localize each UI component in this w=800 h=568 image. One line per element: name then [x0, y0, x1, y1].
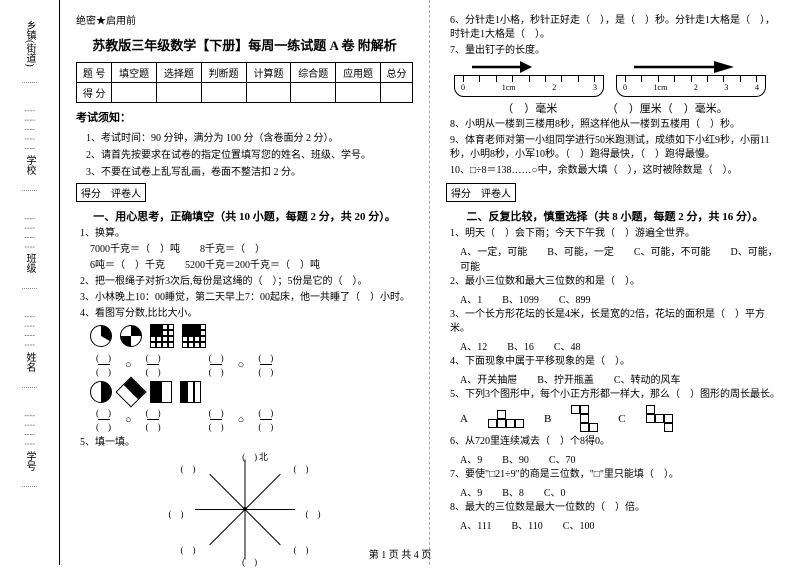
p2q7: 7、要使"□21÷9"的商是三位数，"□"里只能填（ ）。	[450, 468, 784, 482]
q6: 6、分针走1小格，秒针正好走（ ），是（ ）秒。分针走1大格是（ ），时针走1大…	[450, 14, 784, 42]
p2q3: 3、一个长方形花坛的长是4米，长是宽的2倍，花坛的面积是（ ）平方米。	[450, 308, 784, 336]
grid-icon	[182, 324, 206, 348]
marker-box: 得分 评卷人	[446, 183, 516, 202]
ruler-figures: 01cm23 01cm234	[454, 61, 784, 97]
p2q6: 6、从720里连续减去（ ）个8得0。	[450, 435, 784, 449]
secret-tag: 绝密★启用前	[76, 12, 413, 27]
q8: 8、小明从一楼到三楼用8秒，照这样他从一楼到五楼用（ ）秒。	[450, 118, 784, 132]
ruler-icon: 01cm23	[454, 75, 604, 97]
p2q8: 8、最大的三位数是最大一位数的（ ）倍。	[450, 501, 784, 515]
compass-figure: ( ) 北 ( ) ( ) ( ) ( ) ( ) ( ) ( )	[185, 454, 305, 564]
tetromino-icon	[571, 405, 598, 432]
seal-line: ┊┊┊┊	[25, 216, 35, 254]
p2q4: 4、下面现象中属于平移现象的是（ ）。	[450, 355, 784, 369]
notice-list: 1、考试时间：90 分钟，满分为 100 分（含卷面分 2 分）。 2、请首先按…	[76, 129, 413, 178]
q5: 5、填一填。	[80, 436, 413, 450]
part2-title: 二、反复比较，慎重选择（共 8 小题，每题 2 分，共 16 分）。	[446, 208, 784, 224]
tetromino-icon	[646, 405, 673, 432]
shape-options: A B C	[460, 405, 784, 432]
diamond-icon	[115, 376, 146, 407]
q1: 1、换算。	[80, 227, 413, 241]
p2q2: 2、最小三位数和最大三位数的和是（ ）。	[450, 275, 784, 289]
q4: 4、看图写分数,比比大小。	[80, 307, 413, 321]
field-id: 学号	[22, 451, 37, 487]
field-class: 班级	[22, 253, 37, 289]
pie-icon	[90, 381, 112, 403]
grid-icon	[150, 324, 174, 348]
score-table: 题 号填空题 选择题判断题 计算题综合题 应用题总分 得 分	[76, 62, 413, 103]
q7: 7、量出钉子的长度。	[450, 44, 784, 58]
fraction-figures	[90, 324, 413, 348]
ruler-icon: 01cm234	[616, 75, 766, 97]
p2q1: 1、明天（ ）会下雨；今天下午我（ ）游遍全世界。	[450, 227, 784, 241]
tetromino-icon	[488, 410, 524, 428]
notice-heading: 考试须知：	[76, 109, 413, 125]
page-footer: 第 1 页 共 4 页	[369, 546, 432, 561]
exam-title: 苏教版三年级数学【下册】每周一练试题 A 卷 附解析	[76, 35, 413, 54]
field-township: 乡镇(街道)	[22, 20, 37, 83]
pie-icon	[90, 325, 112, 347]
seal-line: ┊┊┊┊	[25, 413, 35, 451]
nail-icon	[472, 61, 532, 73]
q10: 10、□÷8＝138……○中，余数最大填（ ），这时被除数是（ ）。	[450, 164, 784, 178]
q9: 9、体育老师对第一小组同学进行50米跑测试，成绩如下小红9秒，小丽11秒，小明8…	[450, 134, 784, 162]
q2: 2、把一根绳子对折3次后,每份是这绳的（ ）；5份是它的（ ）。	[80, 275, 413, 289]
seal-line: ┊┊┊┊┊	[25, 108, 35, 155]
field-name: 姓名	[22, 352, 37, 388]
pie-icon	[120, 325, 142, 347]
marker-box: 得分 评卷人	[76, 183, 146, 202]
q3: 3、小林晚上10：00睡觉，第二天早上7：00起床，他一共睡了（ ）小时。	[80, 291, 413, 305]
part1-title: 一、用心思考，正确填空（共 10 小题，每题 2 分，共 20 分）。	[76, 208, 413, 224]
seal-line: ┊┊┊┊	[25, 314, 35, 352]
p2q5: 5、下列3个图形中，每个小正方形都一样大，那么（ ）图形的周长最长。	[450, 388, 784, 402]
field-school: 学校	[22, 155, 37, 191]
nail-icon	[634, 61, 734, 73]
